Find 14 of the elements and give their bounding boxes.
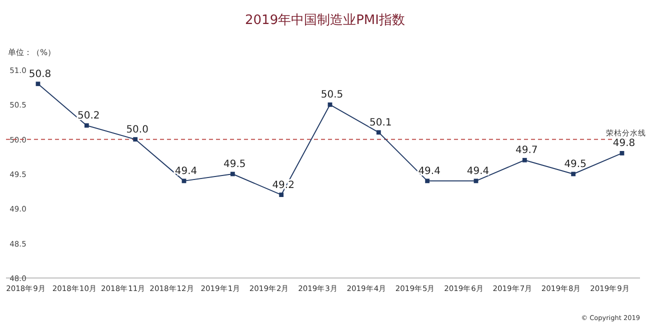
data-label: 49.4 (174, 166, 198, 177)
data-label: 50.1 (370, 117, 392, 128)
data-label: 49.7 (516, 145, 538, 156)
title: 2019年中国制造业PMI指数 (245, 13, 405, 28)
data-label: 49.5 (564, 159, 586, 170)
data-label: 50.2 (78, 110, 100, 122)
data-label: 49.4 (418, 166, 440, 177)
data-label: 50.8 (28, 68, 52, 80)
data-label: 49.5 (224, 159, 246, 170)
ylabel: 单位：（%） (8, 48, 56, 57)
data-label: 49.8 (612, 138, 636, 150)
data-label: 49.4 (466, 166, 490, 177)
data-label: 50.5 (320, 90, 344, 101)
data-label: 50.0 (126, 124, 148, 136)
